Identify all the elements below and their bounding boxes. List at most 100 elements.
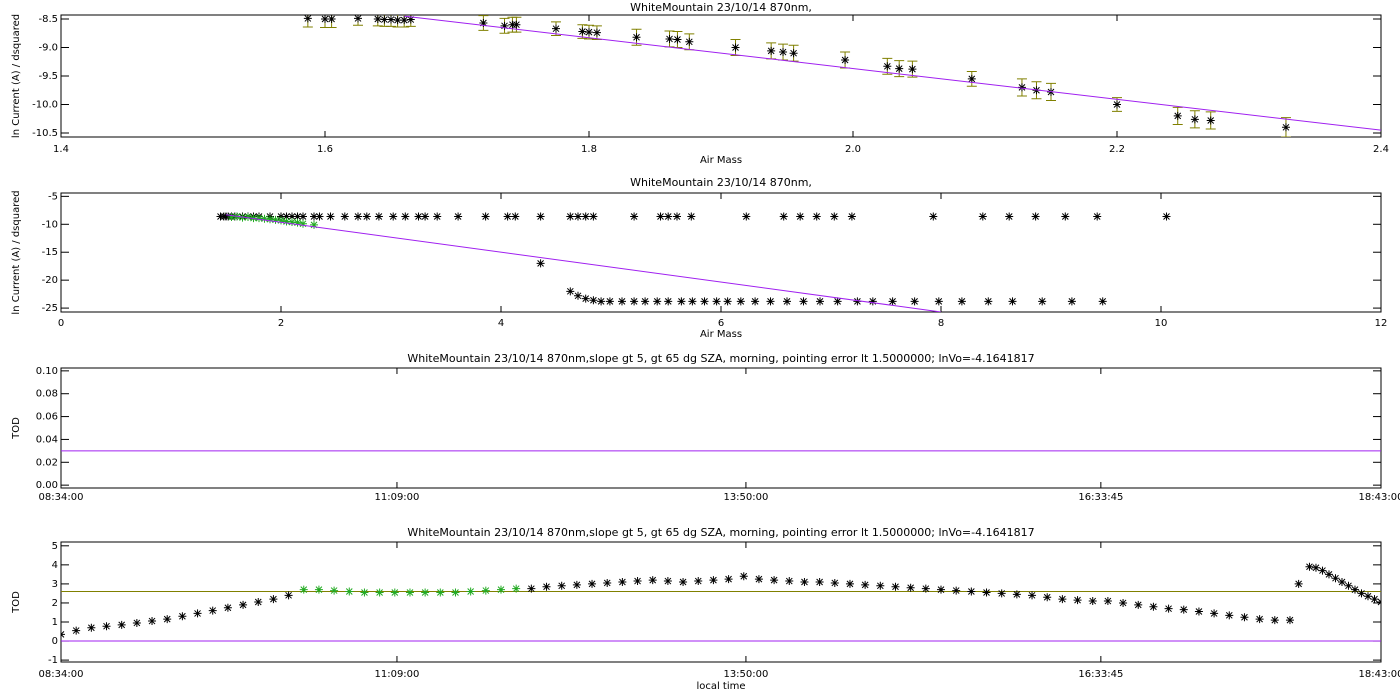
data-point [527, 584, 536, 593]
data-point [664, 212, 673, 221]
data-point [512, 584, 521, 593]
data-point [406, 15, 415, 24]
data-point [754, 575, 763, 584]
data-point [1255, 615, 1264, 624]
data-point [1344, 581, 1353, 590]
data-point [876, 581, 885, 590]
y-tick-label: 2 [52, 598, 58, 609]
data-point [552, 24, 560, 33]
data-point [751, 297, 760, 306]
y-tick-label: -9.5 [38, 71, 58, 82]
data-point [589, 212, 598, 221]
data-point [700, 297, 709, 306]
data-point [1350, 585, 1359, 594]
data-point [260, 214, 269, 223]
data-point [800, 578, 809, 586]
data-point [327, 15, 336, 23]
data-point [605, 297, 614, 306]
data-point [288, 218, 296, 227]
data-point [1028, 591, 1037, 600]
data-point [1093, 212, 1102, 221]
data-point [641, 297, 650, 306]
x-tick-label: 6 [718, 318, 724, 329]
data-point [511, 212, 520, 221]
data-point [724, 575, 733, 584]
x-tick-label: 8 [938, 318, 944, 329]
data-point [679, 578, 688, 586]
data-point [789, 49, 798, 58]
data-point [148, 617, 157, 626]
x-tick-label: 11:09:00 [374, 669, 419, 680]
data-point [929, 212, 938, 221]
data-point [266, 215, 274, 224]
data-point [665, 34, 674, 43]
data-point [239, 600, 248, 609]
data-point [1225, 611, 1234, 620]
data-point [536, 259, 545, 268]
data-point [978, 212, 987, 221]
data-point [1005, 212, 1014, 221]
data-point [271, 215, 280, 224]
y-axis-label: TOD [11, 417, 22, 440]
y-axis-label: ln Current (A) / dsquared [11, 14, 22, 138]
data-point [663, 577, 672, 586]
y-tick-label: -10 [42, 219, 58, 230]
x-tick-label: 18:43:00 [1359, 492, 1400, 503]
data-point [685, 37, 694, 46]
data-point [770, 576, 779, 585]
data-point [401, 212, 410, 221]
data-point [1294, 579, 1303, 588]
data-point [653, 297, 662, 306]
data-point [288, 212, 296, 221]
data-point [400, 16, 409, 25]
data-point [581, 294, 590, 303]
data-point [847, 212, 856, 221]
data-point [1190, 115, 1199, 124]
data-point [299, 219, 307, 228]
data-point [937, 585, 945, 594]
data-point [1119, 598, 1128, 607]
data-point [1103, 597, 1112, 606]
y-axis-label: TOD [11, 591, 22, 614]
data-point [830, 578, 839, 587]
data-point [845, 579, 854, 588]
data-point [687, 212, 696, 221]
y-tick-label: 0.02 [36, 457, 58, 468]
x-tick-label: 2.2 [1109, 144, 1125, 155]
data-point [1008, 297, 1017, 306]
data-point [677, 297, 686, 306]
x-tick-label: 2.0 [845, 144, 861, 155]
data-point [178, 612, 187, 621]
data-point [589, 296, 598, 305]
x-tick-label: 13:50:00 [723, 492, 768, 503]
y-tick-label: -8.5 [38, 14, 58, 25]
data-point [345, 587, 354, 596]
data-point [282, 212, 291, 221]
data-point [957, 297, 966, 306]
data-point [310, 212, 318, 221]
x-tick-label: 1.6 [317, 144, 333, 155]
x-tick-label: 08:34:00 [39, 669, 84, 680]
data-point [830, 212, 839, 221]
data-point [581, 212, 590, 221]
plot-area [216, 212, 1171, 312]
data-point [72, 626, 81, 635]
data-point [1012, 590, 1021, 599]
y-tick-label: 0 [52, 636, 58, 647]
data-point [380, 15, 389, 24]
data-point [1285, 616, 1294, 625]
data-point [293, 212, 302, 221]
data-point [673, 212, 681, 221]
data-point [934, 297, 943, 306]
data-point [694, 577, 703, 586]
data-point [354, 15, 362, 23]
data-point [632, 33, 641, 42]
data-point [1318, 566, 1327, 575]
data-point [293, 218, 302, 227]
y-tick-label: -20 [42, 275, 58, 286]
data-point [883, 62, 892, 71]
y-tick-label: -25 [42, 303, 58, 314]
data-point [255, 214, 263, 223]
data-point [277, 216, 285, 225]
data-point [1017, 83, 1026, 92]
